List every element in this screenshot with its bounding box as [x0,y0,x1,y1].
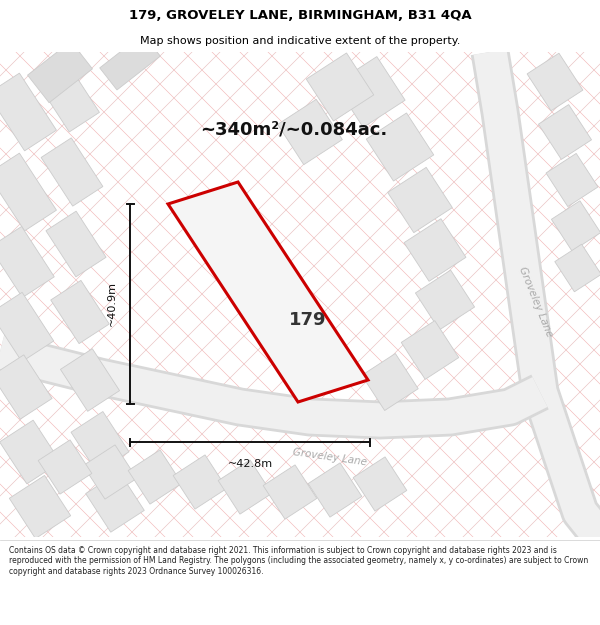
Polygon shape [538,104,592,159]
Text: ~42.8m: ~42.8m [227,459,272,469]
Polygon shape [555,244,600,292]
Polygon shape [0,73,56,151]
Polygon shape [308,463,362,517]
Polygon shape [306,53,374,121]
Polygon shape [0,226,54,298]
Polygon shape [353,457,407,511]
Polygon shape [335,57,405,128]
Polygon shape [366,113,434,181]
Polygon shape [168,182,368,402]
Polygon shape [415,270,475,330]
Polygon shape [28,41,92,102]
Polygon shape [41,138,103,206]
Polygon shape [0,355,52,419]
Polygon shape [61,349,119,411]
Text: 179: 179 [289,311,327,329]
Polygon shape [404,219,466,281]
Polygon shape [173,455,227,509]
Polygon shape [100,34,160,90]
Text: Map shows position and indicative extent of the property.: Map shows position and indicative extent… [140,36,460,46]
Polygon shape [71,411,129,472]
Polygon shape [278,99,343,164]
Polygon shape [37,62,100,132]
Polygon shape [362,354,418,411]
Text: Groveley Lane: Groveley Lane [517,266,554,339]
Polygon shape [388,168,452,232]
Polygon shape [551,201,600,251]
Text: Groveley Lane: Groveley Lane [292,447,368,467]
Polygon shape [546,153,598,207]
Polygon shape [401,321,459,379]
Text: ~40.9m: ~40.9m [107,281,117,326]
Polygon shape [218,460,272,514]
Polygon shape [128,450,182,504]
Polygon shape [0,292,54,362]
Polygon shape [0,420,61,484]
Polygon shape [51,281,109,344]
Polygon shape [263,465,317,519]
Text: 179, GROVELEY LANE, BIRMINGHAM, B31 4QA: 179, GROVELEY LANE, BIRMINGHAM, B31 4QA [128,9,472,22]
Polygon shape [86,472,145,532]
Polygon shape [83,445,137,499]
Text: ~340m²/~0.084ac.: ~340m²/~0.084ac. [200,121,387,139]
Polygon shape [46,211,106,277]
Polygon shape [0,153,56,231]
Polygon shape [38,440,92,494]
Text: Contains OS data © Crown copyright and database right 2021. This information is : Contains OS data © Crown copyright and d… [9,546,588,576]
Polygon shape [10,476,71,539]
Polygon shape [527,53,583,111]
